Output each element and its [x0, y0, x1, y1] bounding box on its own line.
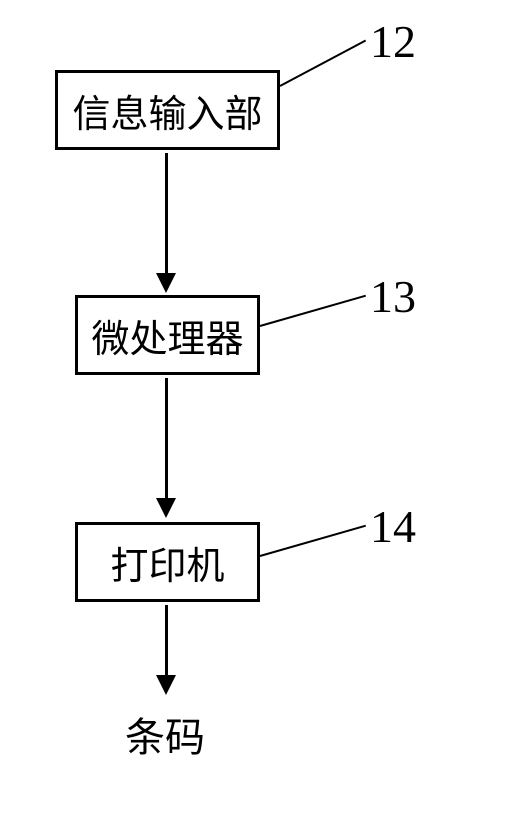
microprocessor-text: 微处理器 [92, 308, 244, 363]
info-input-node: 信息输入部 [55, 70, 280, 150]
leader-line-14 [260, 525, 366, 557]
leader-line-13 [260, 295, 366, 327]
label-12: 12 [370, 15, 416, 68]
output-barcode-text: 条码 [125, 705, 205, 763]
leader-line-12 [280, 40, 367, 87]
printer-node: 打印机 [75, 522, 260, 602]
microprocessor-node: 微处理器 [75, 295, 260, 375]
arrow-2-line [165, 378, 168, 501]
label-13: 13 [370, 270, 416, 323]
printer-text: 打印机 [110, 535, 224, 590]
arrow-1-line [165, 153, 168, 276]
arrow-3-head [156, 675, 176, 695]
arrow-3-line [165, 605, 168, 678]
info-input-text: 信息输入部 [73, 83, 263, 138]
arrow-2-head [156, 498, 176, 518]
label-14: 14 [370, 500, 416, 553]
arrow-1-head [156, 273, 176, 293]
